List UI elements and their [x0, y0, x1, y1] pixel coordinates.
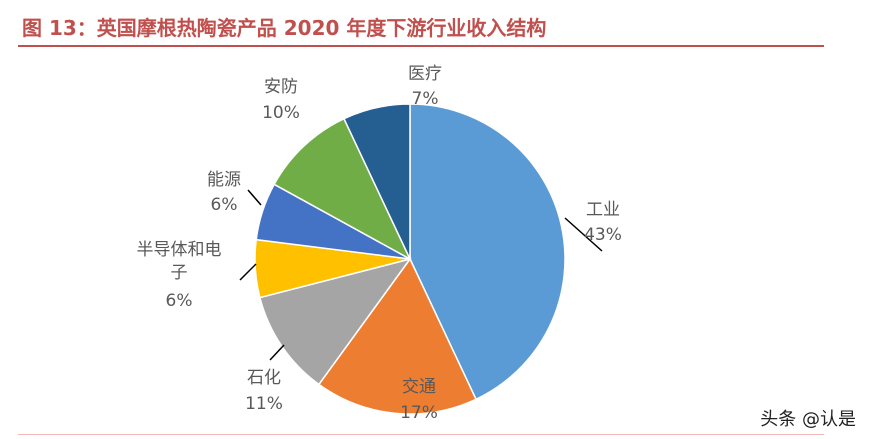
- leader-line-3: [239, 263, 257, 281]
- pie-slices: [254, 103, 566, 415]
- slice-label-6: 医疗: [408, 64, 442, 84]
- slice-label-3-line-0: 半导体和电: [137, 240, 222, 260]
- pie-slice-6: [343, 103, 411, 260]
- slice-percent-2: 11%: [245, 394, 283, 414]
- pie-slice-1: [317, 257, 477, 415]
- slice-percent-4: 6%: [211, 195, 238, 215]
- slice-percent-0: 43%: [584, 225, 622, 245]
- slice-label-1: 交通: [402, 377, 436, 397]
- leader-line-2: [269, 344, 285, 361]
- slice-percent-1: 17%: [400, 403, 438, 423]
- slice-label-2: 石化: [247, 368, 281, 388]
- slice-label-0: 工业: [586, 200, 620, 220]
- pie-slice-5: [273, 117, 412, 261]
- slice-percent-3: 6%: [166, 291, 193, 311]
- chart-title: 图 13：英国摩根热陶瓷产品 2020 年度下游行业收入结构: [22, 16, 547, 40]
- bottom-divider: [18, 434, 824, 435]
- leader-line-4: [247, 189, 262, 206]
- slice-label-5: 安防: [264, 77, 298, 97]
- pie-slice-0: [409, 103, 566, 401]
- slice-percent-6: 7%: [412, 89, 439, 109]
- pie-slice-2: [258, 257, 412, 386]
- title-divider: [18, 45, 824, 47]
- slice-percent-5: 10%: [262, 103, 300, 123]
- slice-label-4: 能源: [207, 170, 241, 190]
- leader-line-0: [564, 217, 603, 252]
- watermark: 头条 @认是: [760, 409, 856, 430]
- slice-label-3-line-1: 子: [171, 263, 188, 283]
